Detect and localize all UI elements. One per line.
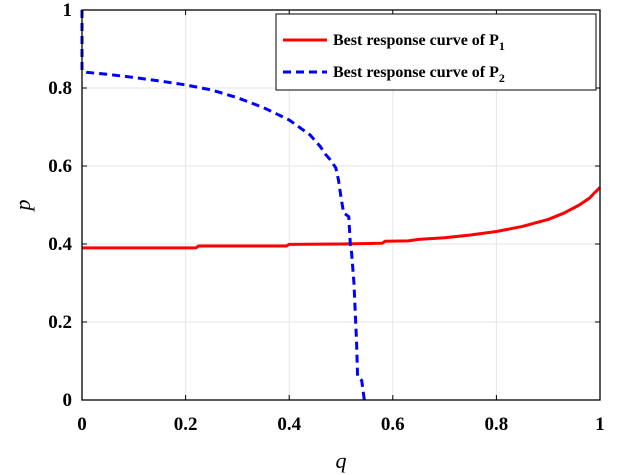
- x-tick-label: 0: [77, 414, 87, 435]
- x-tick-label: 0.4: [277, 414, 301, 435]
- y-tick-label: 0.8: [48, 78, 72, 99]
- ticks: [81, 9, 601, 401]
- legend-entry-p2: Best response curve of P2: [333, 64, 505, 85]
- y-axis-label: p: [10, 200, 35, 213]
- legend-subscript-p2: 2: [499, 71, 505, 85]
- series-line-p1: [82, 186, 602, 250]
- x-axis-label: q: [336, 448, 347, 473]
- plot-frame: [81, 9, 601, 401]
- y-tick-label: 0: [63, 390, 73, 411]
- y-tick-label: 0.6: [48, 156, 72, 177]
- x-tick-label: 0.8: [485, 414, 509, 435]
- y-tick-label: 1: [63, 0, 73, 21]
- tick-labels: 0 0.2 0.4 0.6 0.8 1 0 0.2 0.4 0.6 0.8 1: [48, 0, 605, 435]
- series-line-p2: [80, 10, 366, 401]
- x-tick-label: 0.2: [174, 414, 198, 435]
- legend-entry-p1: Best response curve of P1: [333, 32, 505, 53]
- legend-subscript-p1: 1: [499, 39, 505, 53]
- y-tick-label: 0.4: [48, 234, 72, 255]
- legend-label-p1: Best response curve of P: [333, 32, 499, 49]
- x-tick-label: 0.6: [381, 414, 405, 435]
- legend-box: [275, 13, 597, 91]
- x-tick-label: 1: [595, 414, 605, 435]
- legend-label-p2: Best response curve of P: [333, 64, 499, 81]
- legend: Best response curve of P1 Best response …: [275, 13, 597, 91]
- y-tick-label: 0.2: [48, 312, 72, 333]
- series-layer: [80, 10, 602, 401]
